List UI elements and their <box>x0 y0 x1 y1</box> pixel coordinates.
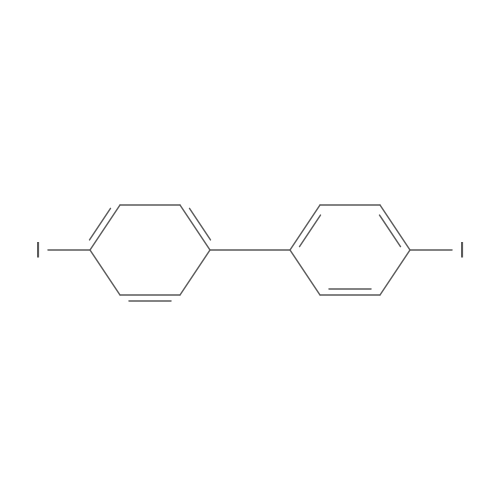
chemical-structure: II <box>0 0 500 500</box>
atom-label: I <box>35 238 41 263</box>
atom-label: I <box>459 238 465 263</box>
